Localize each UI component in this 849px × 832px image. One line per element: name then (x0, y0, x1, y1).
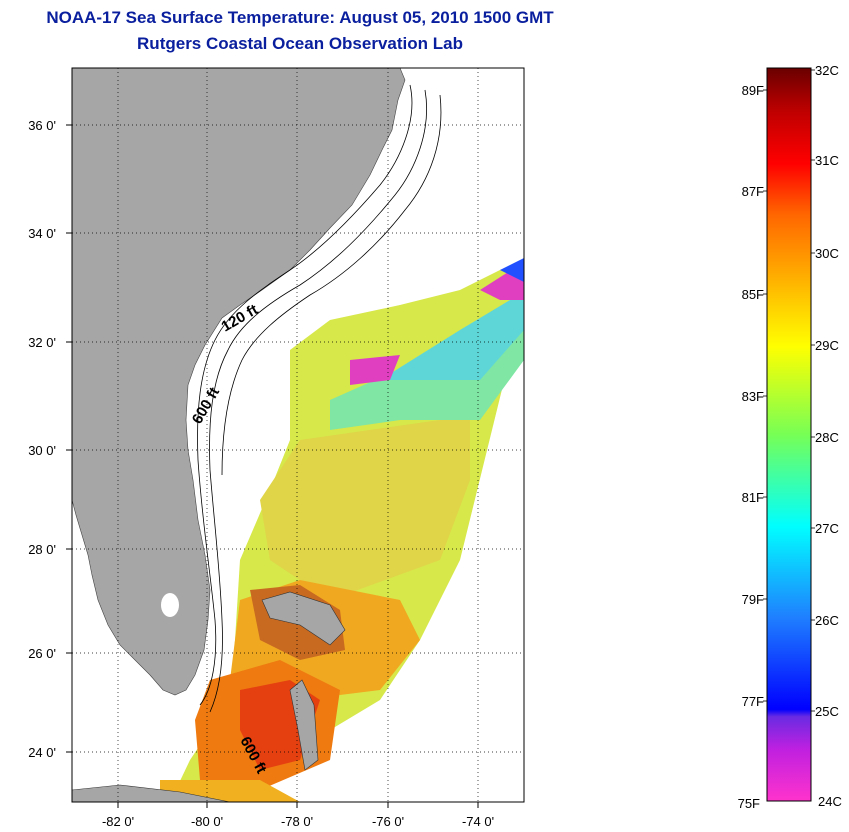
colorbar-tick-marks (763, 69, 815, 712)
lon-label: -78 0' (281, 814, 313, 829)
graticule (72, 68, 524, 802)
celsius-tick: 24C (818, 794, 842, 809)
celsius-tick: 27C (815, 521, 839, 536)
lat-labels: 36 0' 34 0' 32 0' 30 0' 28 0' 26 0' 24 0… (28, 118, 56, 760)
lat-label: 30 0' (28, 443, 56, 458)
fahrenheit-tick: 77F (742, 694, 764, 709)
celsius-tick: 26C (815, 613, 839, 628)
map-title: NOAA-17 Sea Surface Temperature: August … (46, 8, 554, 27)
celsius-tick: 32C (815, 63, 839, 78)
fahrenheit-ticks: 89F 87F 85F 83F 81F 79F 77F 75F (738, 83, 764, 811)
lat-label: 24 0' (28, 745, 56, 760)
lat-label: 34 0' (28, 226, 56, 241)
lon-label: -82 0' (102, 814, 134, 829)
lat-label: 36 0' (28, 118, 56, 133)
lat-label: 32 0' (28, 335, 56, 350)
fahrenheit-tick: 81F (742, 490, 764, 505)
fahrenheit-tick: 89F (742, 83, 764, 98)
lake (161, 593, 179, 617)
lon-label: -74 0' (462, 814, 494, 829)
fahrenheit-tick: 85F (742, 287, 764, 302)
island (72, 784, 231, 802)
lon-label: -80 0' (191, 814, 223, 829)
celsius-tick: 31C (815, 153, 839, 168)
colorbar (766, 67, 812, 802)
fahrenheit-tick: 79F (742, 592, 764, 607)
island (261, 591, 346, 646)
celsius-tick: 30C (815, 246, 839, 261)
island (289, 679, 319, 771)
celsius-tick: 29C (815, 338, 839, 353)
lon-labels: -82 0' -80 0' -78 0' -76 0' -74 0' (102, 814, 494, 829)
fahrenheit-tick: 83F (742, 389, 764, 404)
land-mass (72, 68, 406, 696)
celsius-tick: 28C (815, 430, 839, 445)
map-subtitle: Rutgers Coastal Ocean Observation Lab (137, 34, 463, 53)
celsius-ticks: 32C 31C 30C 29C 28C 27C 26C 25C 24C (815, 63, 842, 809)
depth-contours (197, 84, 442, 713)
fahrenheit-tick: 87F (742, 184, 764, 199)
fahrenheit-tick: 75F (738, 796, 760, 811)
lat-label: 28 0' (28, 542, 56, 557)
lon-label: -76 0' (372, 814, 404, 829)
map-frame (71, 67, 525, 803)
frame-ticks (66, 124, 479, 808)
lat-label: 26 0' (28, 646, 56, 661)
celsius-tick: 25C (815, 704, 839, 719)
